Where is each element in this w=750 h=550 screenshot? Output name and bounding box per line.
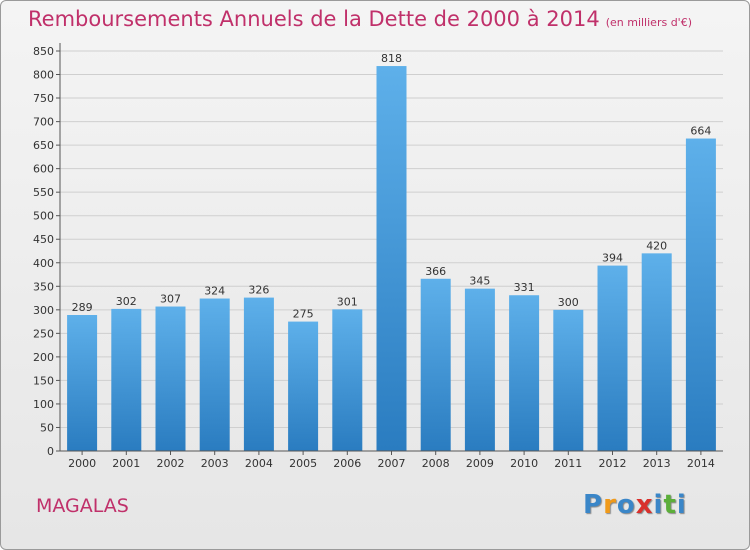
- x-tick-label: 2003: [201, 457, 229, 470]
- y-tick-label: 300: [33, 304, 54, 317]
- y-tick-label: 850: [33, 45, 54, 58]
- y-tick-label: 600: [33, 163, 54, 176]
- bar: [332, 309, 363, 451]
- y-tick-label: 0: [47, 445, 54, 458]
- logo-letter: o: [616, 490, 636, 520]
- proxiti-logo: Proxiti: [583, 490, 687, 520]
- bar-value-label: 394: [602, 252, 623, 265]
- bar-value-label: 331: [514, 281, 535, 294]
- logo-letter: i: [676, 490, 687, 520]
- x-tick-label: 2014: [687, 457, 715, 470]
- bar-value-label: 307: [160, 293, 181, 306]
- bar: [420, 278, 451, 451]
- logo-letter: i: [653, 490, 664, 520]
- chart-unit: (en milliers d'€): [605, 16, 692, 29]
- bar-value-label: 289: [72, 301, 93, 314]
- logo-letter: P: [583, 490, 604, 520]
- bar: [641, 253, 672, 451]
- x-tick-label: 2013: [643, 457, 671, 470]
- x-tick-label: 2002: [157, 457, 185, 470]
- bar-value-label: 664: [690, 125, 711, 138]
- x-tick-label: 2011: [554, 457, 582, 470]
- y-tick-label: 750: [33, 92, 54, 105]
- commune-name: MAGALAS: [36, 495, 129, 517]
- logo-letter: t: [663, 490, 677, 520]
- y-tick-label: 350: [33, 280, 54, 293]
- logo-letter: r: [603, 490, 617, 520]
- x-tick-label: 2006: [333, 457, 361, 470]
- bar: [67, 315, 98, 451]
- bar: [376, 66, 407, 451]
- bar: [553, 309, 584, 451]
- y-tick-label: 550: [33, 186, 54, 199]
- bar: [243, 297, 274, 451]
- x-tick-label: 2010: [510, 457, 538, 470]
- bar-value-label: 345: [469, 275, 490, 288]
- bar-value-label: 818: [381, 52, 402, 65]
- y-tick-label: 800: [33, 69, 54, 82]
- x-tick-label: 2001: [112, 457, 140, 470]
- y-tick-label: 650: [33, 139, 54, 152]
- bar: [597, 265, 628, 451]
- bar-value-label: 324: [204, 285, 225, 298]
- x-tick-label: 2009: [466, 457, 494, 470]
- y-tick-label: 250: [33, 327, 54, 340]
- y-tick-label: 50: [40, 421, 54, 434]
- bar: [685, 138, 716, 451]
- bar-value-label: 326: [248, 284, 269, 297]
- bar-value-label: 366: [425, 265, 446, 278]
- x-tick-label: 2000: [68, 457, 96, 470]
- y-tick-label: 200: [33, 351, 54, 364]
- x-tick-label: 2007: [378, 457, 406, 470]
- bar-value-label: 300: [558, 296, 579, 309]
- bar: [111, 308, 142, 451]
- x-tick-label: 2008: [422, 457, 450, 470]
- y-tick-label: 500: [33, 210, 54, 223]
- bar: [199, 298, 230, 451]
- bar: [509, 295, 540, 451]
- x-tick-label: 2005: [289, 457, 317, 470]
- bar: [288, 321, 319, 451]
- x-tick-label: 2004: [245, 457, 273, 470]
- logo-letter: x: [635, 490, 654, 520]
- bar-value-label: 275: [293, 308, 314, 321]
- y-tick-label: 400: [33, 257, 54, 270]
- chart-title-text: Remboursements Annuels de la Dette de 20…: [28, 7, 600, 31]
- bar-value-label: 420: [646, 239, 667, 252]
- bar: [155, 306, 186, 451]
- y-tick-label: 100: [33, 398, 54, 411]
- bar-value-label: 301: [337, 295, 358, 308]
- y-tick-label: 700: [33, 116, 54, 129]
- y-tick-label: 150: [33, 374, 54, 387]
- bar: [464, 288, 495, 451]
- bar-value-label: 302: [116, 295, 137, 308]
- chart-title: Remboursements Annuels de la Dette de 20…: [28, 7, 692, 31]
- y-tick-label: 450: [33, 233, 54, 246]
- x-tick-label: 2012: [599, 457, 627, 470]
